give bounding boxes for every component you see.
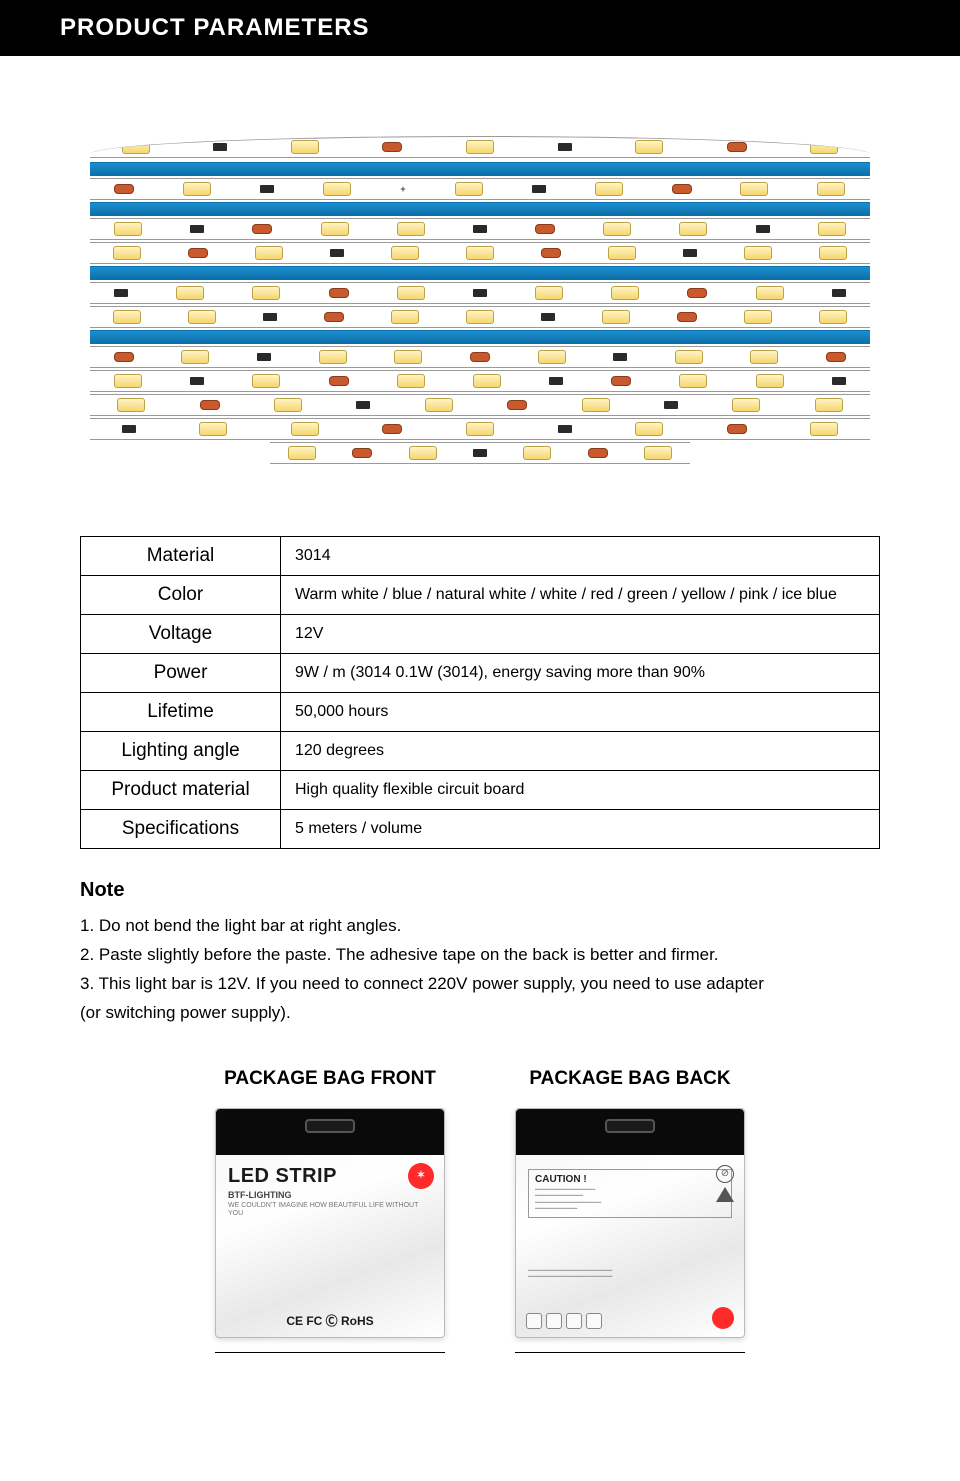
- spec-label: Lighting angle: [81, 732, 281, 771]
- notes-line: 2. Paste slightly before the paste. The …: [80, 941, 880, 970]
- spec-value: 50,000 hours: [281, 693, 880, 732]
- notes-line: 1. Do not bend the light bar at right an…: [80, 912, 880, 941]
- spec-label: Color: [81, 576, 281, 615]
- table-row: Product material High quality flexible c…: [81, 771, 880, 810]
- spec-value: 12V: [281, 615, 880, 654]
- spec-value: 9W / m (3014 0.1W (3014), energy saving …: [281, 654, 880, 693]
- cert-icon: [526, 1313, 542, 1329]
- package-bag-back: ⊘ CAUTION ! ━━━━━━━━━━━━━━━━━━━━━━━━━━━━…: [515, 1108, 745, 1338]
- divider: [215, 1352, 445, 1353]
- spec-value: 120 degrees: [281, 732, 880, 771]
- package-front-title: PACKAGE BAG FRONT: [200, 1068, 460, 1090]
- table-row: Color Warm white / blue / natural white …: [81, 576, 880, 615]
- product-image: +: [0, 56, 960, 536]
- page-title: PRODUCT PARAMETERS: [60, 14, 370, 41]
- caution-box: CAUTION ! ━━━━━━━━━━━━━━━━━━━━━━━━━━━━━━…: [528, 1169, 732, 1218]
- esd-warning-icon: [716, 1187, 734, 1202]
- notes-title: Note: [80, 879, 880, 902]
- spec-label: Lifetime: [81, 693, 281, 732]
- bag-body: ⊘ CAUTION ! ━━━━━━━━━━━━━━━━━━━━━━━━━━━━…: [516, 1155, 744, 1337]
- hanger-hole-icon: [305, 1119, 355, 1133]
- no-symbol-icon: ⊘: [716, 1165, 734, 1183]
- brand-logo-icon: ✶: [408, 1163, 434, 1189]
- spec-label: Power: [81, 654, 281, 693]
- table-row: Material 3014: [81, 537, 880, 576]
- bag-subheading: BTF-LIGHTING: [228, 1190, 432, 1200]
- spec-value: High quality flexible circuit board: [281, 771, 880, 810]
- caution-title: CAUTION !: [535, 1174, 725, 1185]
- table-row: Power 9W / m (3014 0.1W (3014), energy s…: [81, 654, 880, 693]
- bag-cert-footer: CE FC Ⓒ RoHS: [216, 1312, 444, 1329]
- spec-label: Specifications: [81, 810, 281, 849]
- bag-tagline: WE COULDN'T IMAGINE HOW BEAUTIFUL LIFE W…: [228, 1202, 432, 1219]
- packages-section: PACKAGE BAG FRONT ✶ LED STRIP BTF-LIGHTI…: [0, 1068, 960, 1393]
- cert-icon: [586, 1313, 602, 1329]
- divider: [515, 1352, 745, 1353]
- spec-table: Material 3014 Color Warm white / blue / …: [80, 536, 880, 849]
- package-back-col: PACKAGE BAG BACK ⊘ CAUTION ! ━━━━━━━━━━━…: [500, 1068, 760, 1353]
- package-bag-front: ✶ LED STRIP BTF-LIGHTING WE COULDN'T IMA…: [215, 1108, 445, 1338]
- cert-icon: [566, 1313, 582, 1329]
- led-strip-coil: +: [90, 106, 870, 486]
- package-back-title: PACKAGE BAG BACK: [500, 1068, 760, 1090]
- table-row: Lighting angle 120 degrees: [81, 732, 880, 771]
- package-front-col: PACKAGE BAG FRONT ✶ LED STRIP BTF-LIGHTI…: [200, 1068, 460, 1353]
- spec-value: Warm white / blue / natural white / whit…: [281, 576, 880, 615]
- notes-section: Note 1. Do not bend the light bar at rig…: [80, 879, 880, 1028]
- bag-top: [516, 1109, 744, 1155]
- bag-body: ✶ LED STRIP BTF-LIGHTING WE COULDN'T IMA…: [216, 1155, 444, 1337]
- fine-print: ━━━━━━━━━━━━━━━━━━━━━━━━━━━━━━━━━━━━━━━━…: [528, 1268, 732, 1281]
- warning-icons: ⊘: [716, 1165, 734, 1202]
- fine-print: ━━━━━━━━━━━━━━━━━━━━━━━━━━━━━━━━━━━━━━━━…: [535, 1187, 725, 1213]
- spec-label: Voltage: [81, 615, 281, 654]
- spec-label: Material: [81, 537, 281, 576]
- spec-label: Product material: [81, 771, 281, 810]
- notes-line: (or switching power supply).: [80, 999, 880, 1028]
- table-row: Voltage 12V: [81, 615, 880, 654]
- bag-top: [216, 1109, 444, 1155]
- cert-icons: [526, 1313, 602, 1329]
- hanger-hole-icon: [605, 1119, 655, 1133]
- cert-icon: [546, 1313, 562, 1329]
- bag-heading: LED STRIP: [228, 1165, 432, 1188]
- notes-line: 3. This light bar is 12V. If you need to…: [80, 970, 880, 999]
- table-row: Lifetime 50,000 hours: [81, 693, 880, 732]
- brand-logo-icon: [712, 1307, 734, 1329]
- spec-value: 3014: [281, 537, 880, 576]
- header-bar: PRODUCT PARAMETERS: [0, 0, 960, 56]
- spec-value: 5 meters / volume: [281, 810, 880, 849]
- table-row: Specifications 5 meters / volume: [81, 810, 880, 849]
